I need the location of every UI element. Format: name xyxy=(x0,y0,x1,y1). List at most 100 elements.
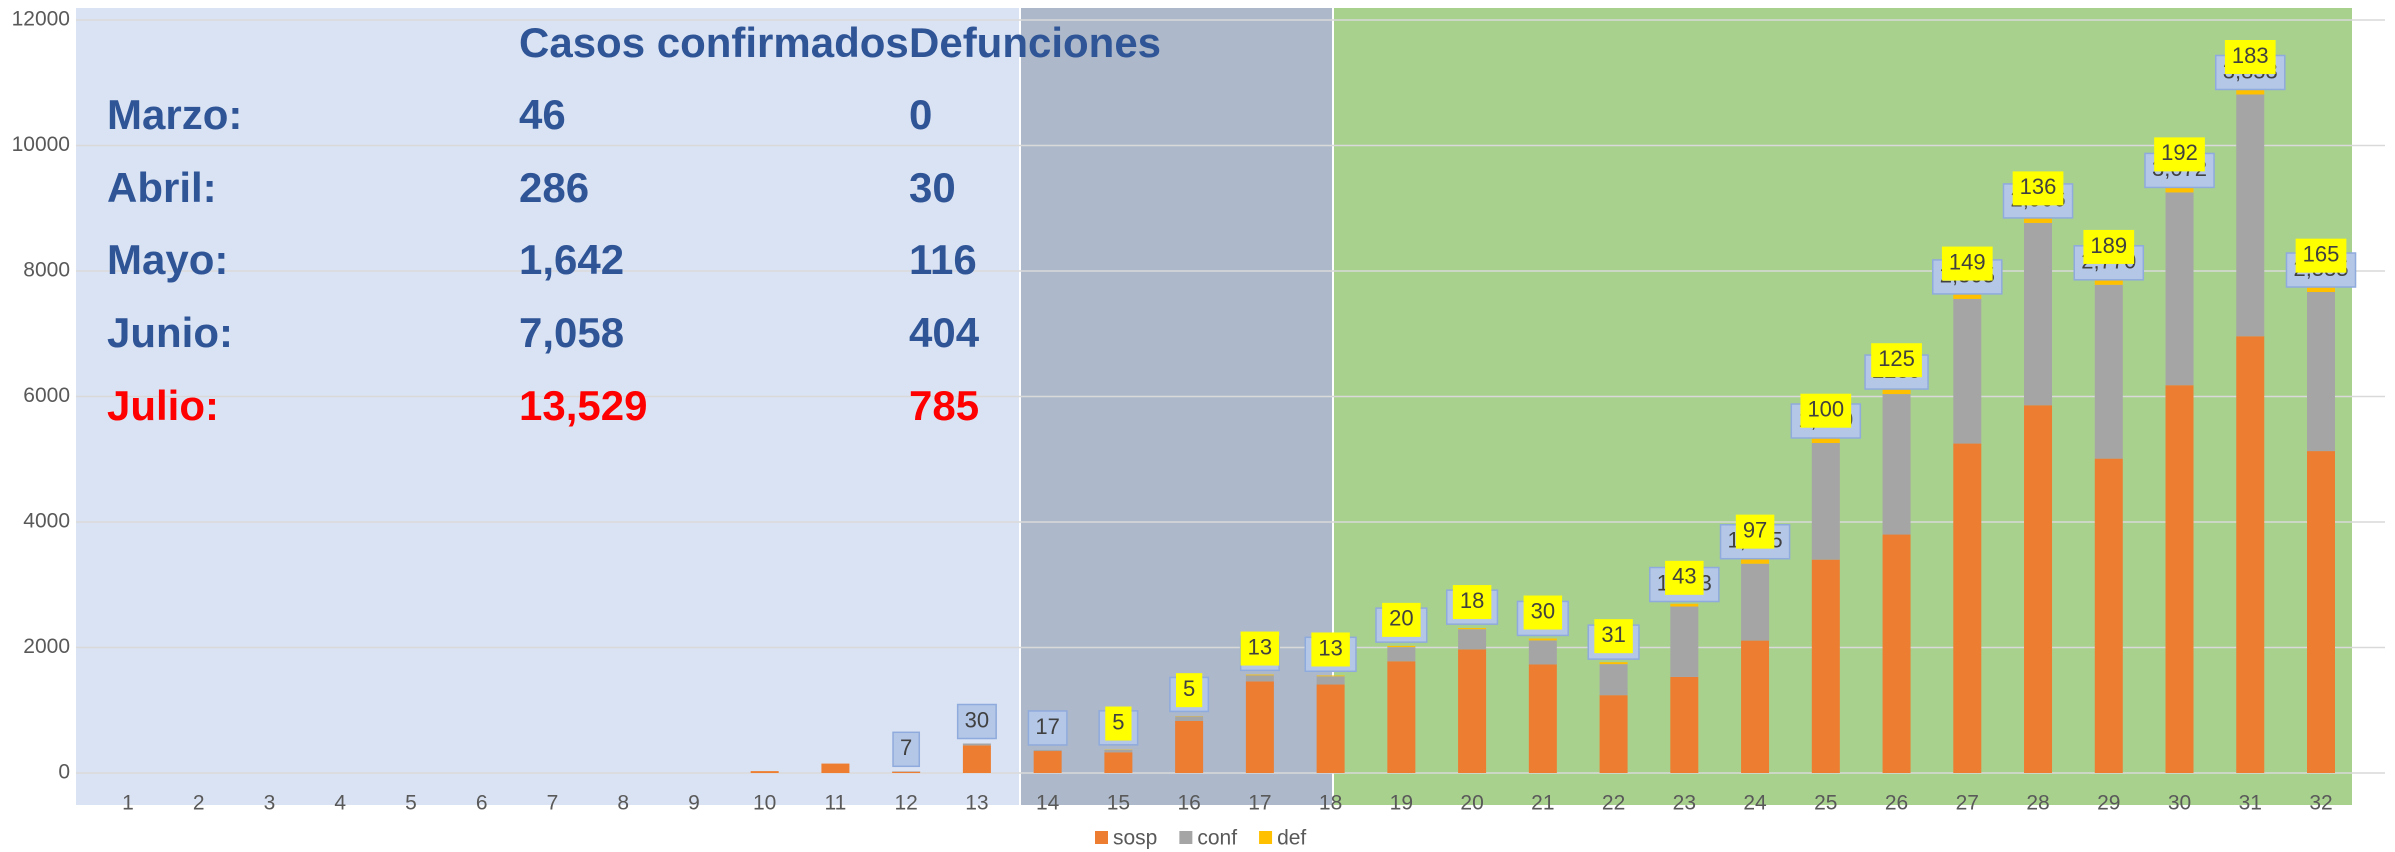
bar-segment xyxy=(1811,442,1840,560)
legend-swatch xyxy=(1095,831,1108,844)
def-label-box xyxy=(2154,137,2205,172)
x-tick-label: 16 xyxy=(1177,792,1200,815)
legend-label: conf xyxy=(1197,827,1237,850)
conf-label-box xyxy=(1027,710,1068,746)
def-label: 165 xyxy=(2303,241,2340,266)
summary-cell: Mayo: xyxy=(107,236,228,283)
bar-segment xyxy=(1033,749,1062,752)
x-tick-label: 29 xyxy=(2097,792,2120,815)
bar-segment xyxy=(1670,676,1699,773)
summary-cell: 30 xyxy=(909,164,956,211)
def-label: 5 xyxy=(1183,676,1195,701)
def-label-box xyxy=(1105,706,1132,741)
x-tick-label: 11 xyxy=(825,792,847,815)
summary-cell: 13,529 xyxy=(519,382,647,429)
x-tick-label: 25 xyxy=(1814,792,1837,815)
def-label-box xyxy=(1382,602,1421,637)
summary-cell: Marzo: xyxy=(107,91,242,138)
x-tick-label: 12 xyxy=(894,792,917,815)
x-tick-label: 13 xyxy=(965,792,988,815)
bar-segment xyxy=(2094,284,2123,459)
legend-label: sosp xyxy=(1113,827,1157,850)
x-tick-label: 5 xyxy=(405,792,417,815)
bar-segment xyxy=(1882,386,1911,395)
bar-segment xyxy=(1245,674,1274,676)
bar-segment xyxy=(1528,638,1557,641)
bar-segment xyxy=(1245,675,1274,682)
bar-segment xyxy=(1458,649,1487,773)
def-label: 30 xyxy=(1531,598,1555,623)
bar-segment xyxy=(1882,534,1911,773)
bar-segment xyxy=(1953,298,1982,444)
def-label-box xyxy=(1941,246,1993,281)
bar-segment xyxy=(2094,458,2123,773)
def-label: 183 xyxy=(2232,43,2269,68)
y-tick-label: 2000 xyxy=(23,635,70,658)
summary-cell: 404 xyxy=(909,309,980,356)
def-label-box xyxy=(1735,514,1775,549)
bar-segment xyxy=(1599,664,1628,696)
conf-label-box xyxy=(892,731,921,768)
x-tick-label: 32 xyxy=(2309,792,2332,815)
bar-segment xyxy=(962,745,991,773)
summary-cell: 0 xyxy=(909,91,932,138)
bar-segment xyxy=(1741,557,1770,564)
bar-segment xyxy=(1387,645,1416,648)
bar-segment xyxy=(1387,647,1416,662)
def-label-box xyxy=(1871,343,1922,378)
conf-label: 7 xyxy=(900,735,912,760)
bar-segment xyxy=(2236,94,2265,337)
bar-segment xyxy=(821,763,850,773)
def-label: 189 xyxy=(2090,233,2127,258)
def-label-box xyxy=(1800,393,1852,428)
x-tick-label: 14 xyxy=(1036,792,1060,815)
x-tick-label: 21 xyxy=(1531,792,1554,815)
x-tick-label: 23 xyxy=(1673,792,1696,815)
def-label: 5 xyxy=(1112,709,1124,734)
def-label-box xyxy=(2295,238,2347,273)
def-label: 136 xyxy=(2020,174,2057,199)
def-label-box xyxy=(1311,632,1350,667)
def-label: 13 xyxy=(1318,635,1342,660)
x-tick-label: 6 xyxy=(476,792,488,815)
x-tick-label: 18 xyxy=(1319,792,1342,815)
x-tick-label: 1 xyxy=(122,792,134,815)
x-tick-label: 20 xyxy=(1460,792,1483,815)
y-tick-label: 10000 xyxy=(12,133,70,156)
bar-segment xyxy=(1104,752,1133,773)
bar-segment xyxy=(1245,681,1274,773)
bar-segment xyxy=(2024,222,2053,406)
def-label: 31 xyxy=(1601,622,1625,647)
band-gray xyxy=(1020,8,1333,805)
def-label: 100 xyxy=(1807,397,1844,422)
def-label-box xyxy=(1594,619,1633,654)
x-tick-label: 9 xyxy=(688,792,700,815)
bar-segment xyxy=(1316,675,1345,677)
conf-label: 30 xyxy=(965,707,989,732)
x-tick-label: 26 xyxy=(1885,792,1908,815)
summary-header: Defunciones xyxy=(909,19,1161,66)
bar-segment xyxy=(2236,336,2265,773)
x-tick-label: 28 xyxy=(2026,792,2049,815)
x-tick-label: 19 xyxy=(1390,792,1413,815)
bar-segment xyxy=(1599,695,1628,773)
bar-segment xyxy=(962,743,991,746)
bar-segment xyxy=(2307,292,2335,452)
def-label: 97 xyxy=(1743,517,1767,542)
bar-segment xyxy=(1741,640,1770,773)
legend-swatch xyxy=(1179,831,1193,844)
def-label: 18 xyxy=(1460,588,1484,613)
x-tick-label: 17 xyxy=(1248,792,1271,815)
bar-segment xyxy=(892,771,921,773)
bar-segment xyxy=(1670,603,1699,607)
legend-label: def xyxy=(1277,827,1306,850)
def-label-box xyxy=(1240,631,1280,666)
def-label-box xyxy=(2083,229,2135,264)
x-tick-label: 30 xyxy=(2168,792,2191,815)
y-tick-label: 4000 xyxy=(23,510,70,533)
bar-segment xyxy=(1811,436,1840,443)
def-label: 149 xyxy=(1949,249,1986,274)
legend-swatch xyxy=(1259,831,1273,844)
bar-segment xyxy=(1811,559,1840,773)
band-light xyxy=(76,8,1020,805)
